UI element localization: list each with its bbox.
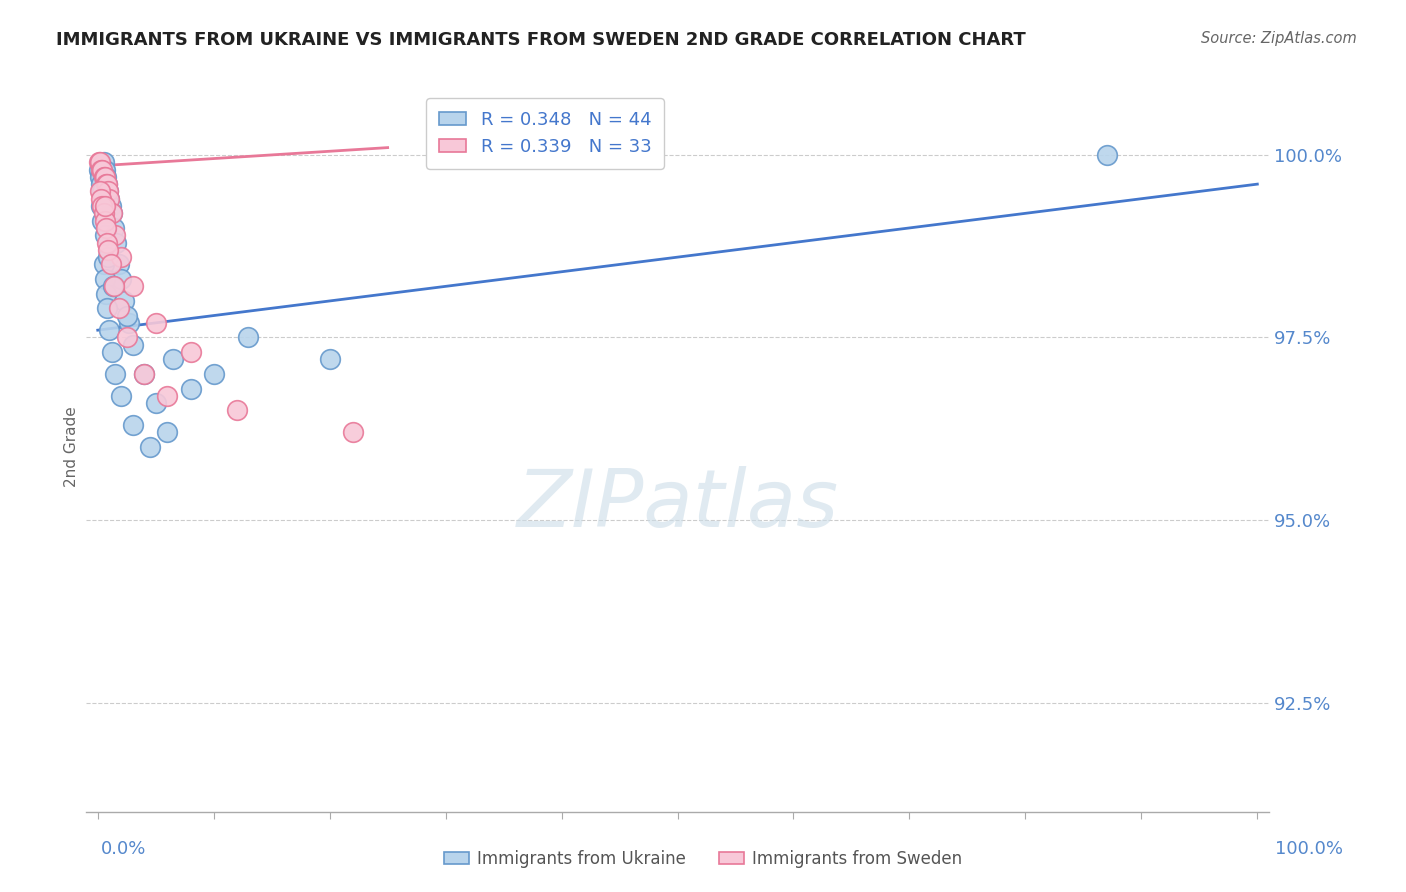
Point — [115, 309, 138, 323]
Legend: Immigrants from Ukraine, Immigrants from Sweden: Immigrants from Ukraine, Immigrants from… — [437, 844, 969, 875]
Point — [93, 169, 115, 184]
Point — [89, 169, 111, 184]
Text: 0.0%: 0.0% — [101, 840, 146, 858]
Point — [96, 177, 118, 191]
Point — [98, 192, 121, 206]
Point — [118, 316, 141, 330]
Point — [93, 199, 115, 213]
Point — [94, 221, 117, 235]
Point — [121, 338, 143, 352]
Point — [104, 367, 127, 381]
Point — [100, 206, 122, 220]
Point — [97, 185, 120, 199]
Point — [202, 367, 225, 381]
Point — [93, 206, 115, 220]
Point — [87, 162, 110, 177]
Point — [139, 440, 162, 454]
Point — [156, 425, 179, 440]
Point — [91, 162, 114, 177]
Point — [110, 389, 132, 403]
Point — [89, 185, 111, 199]
Point — [145, 396, 167, 410]
Point — [105, 235, 128, 250]
Point — [93, 257, 115, 271]
Point — [101, 279, 124, 293]
Point — [121, 418, 143, 433]
Point — [100, 257, 122, 271]
Point — [89, 155, 111, 169]
Point — [93, 169, 115, 184]
Point — [91, 199, 114, 213]
Point — [110, 250, 132, 264]
Point — [104, 228, 127, 243]
Point — [98, 192, 121, 206]
Point — [342, 425, 364, 440]
Point — [107, 301, 129, 316]
Point — [90, 192, 112, 206]
Point — [98, 323, 121, 337]
Point — [145, 316, 167, 330]
Point — [96, 301, 118, 316]
Text: 100.0%: 100.0% — [1275, 840, 1343, 858]
Point — [97, 185, 120, 199]
Point — [90, 162, 112, 177]
Point — [121, 279, 143, 293]
Point — [238, 330, 260, 344]
Point — [156, 389, 179, 403]
Point — [318, 352, 340, 367]
Point — [103, 221, 125, 235]
Legend: R = 0.348   N = 44, R = 0.339   N = 33: R = 0.348 N = 44, R = 0.339 N = 33 — [426, 98, 664, 169]
Point — [112, 293, 135, 308]
Point — [107, 257, 129, 271]
Text: Source: ZipAtlas.com: Source: ZipAtlas.com — [1201, 31, 1357, 46]
Point — [96, 235, 118, 250]
Point — [225, 403, 247, 417]
Point — [134, 367, 156, 381]
Text: ZIPatlas: ZIPatlas — [516, 467, 838, 544]
Point — [180, 345, 202, 359]
Point — [1095, 148, 1118, 162]
Point — [134, 367, 156, 381]
Point — [94, 286, 117, 301]
Point — [90, 199, 112, 213]
Point — [87, 155, 110, 169]
Point — [93, 272, 115, 286]
Text: IMMIGRANTS FROM UKRAINE VS IMMIGRANTS FROM SWEDEN 2ND GRADE CORRELATION CHART: IMMIGRANTS FROM UKRAINE VS IMMIGRANTS FR… — [56, 31, 1026, 49]
Point — [93, 213, 115, 227]
Point — [100, 199, 122, 213]
Point — [103, 279, 125, 293]
Point — [91, 185, 114, 199]
Point — [180, 382, 202, 396]
Point — [93, 228, 115, 243]
Point — [162, 352, 184, 367]
Point — [100, 345, 122, 359]
Point — [96, 177, 118, 191]
Point — [91, 213, 114, 227]
Point — [93, 155, 115, 169]
Point — [94, 177, 117, 191]
Point — [93, 162, 115, 177]
Point — [115, 330, 138, 344]
Point — [90, 177, 112, 191]
Point — [110, 272, 132, 286]
Point — [97, 250, 120, 264]
Point — [100, 206, 122, 220]
Point — [94, 169, 117, 184]
Y-axis label: 2nd Grade: 2nd Grade — [65, 407, 79, 487]
Point — [97, 243, 120, 257]
